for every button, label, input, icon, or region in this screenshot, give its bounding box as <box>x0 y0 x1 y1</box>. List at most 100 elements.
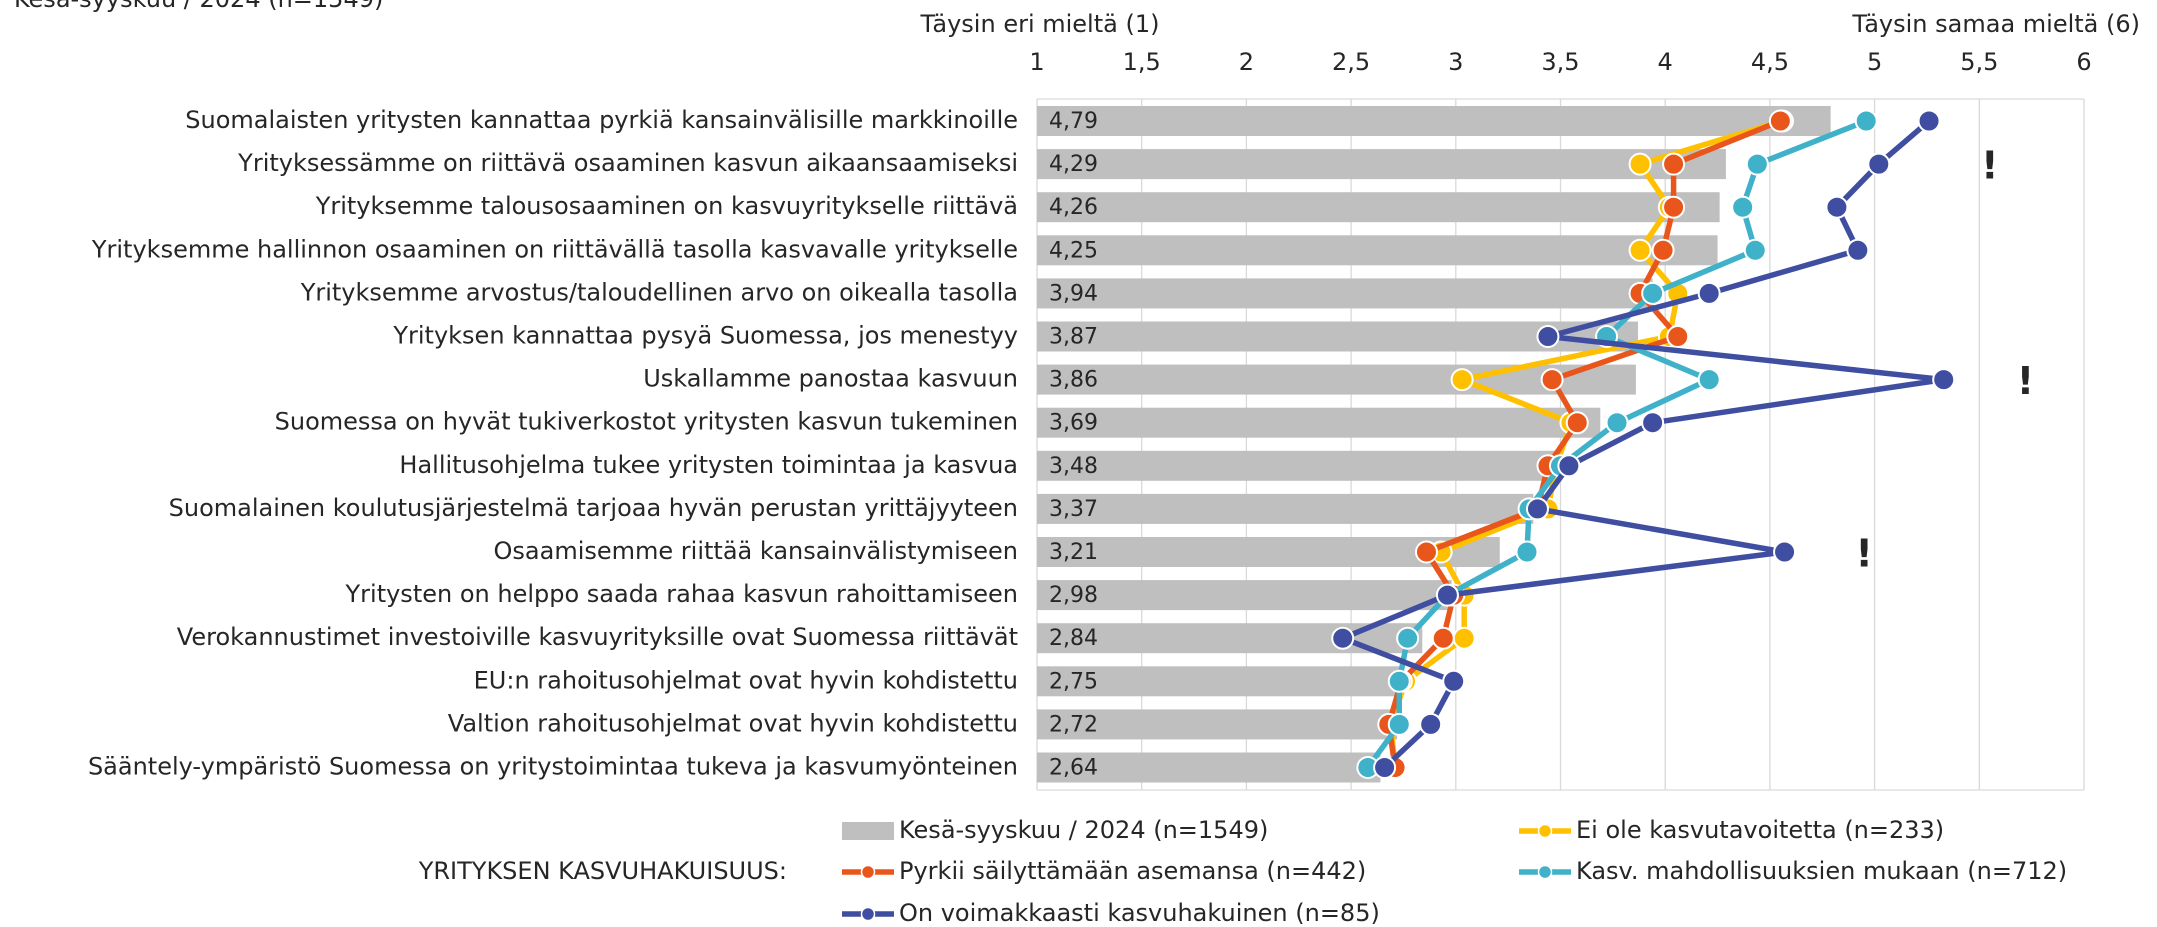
series-marker <box>1662 152 1686 176</box>
data-label: 2,98 <box>1049 583 1098 608</box>
x-tick-label: 2,5 <box>1332 48 1370 76</box>
bar <box>1037 580 1452 611</box>
bar <box>1037 450 1557 481</box>
legend-label: Ei ole kasvutavoitetta (n=233) <box>1576 816 1944 844</box>
legend-label: Pyrkii säilyttämään asemansa (n=442) <box>899 857 1366 885</box>
series-line <box>1339 118 1947 770</box>
annotation: ! <box>1855 532 1872 576</box>
x-tick-label: 3 <box>1448 48 1463 76</box>
category-label: Valtion rahoitusohjelmat ovat hyvin kohd… <box>448 709 1018 737</box>
series-marker <box>1387 712 1411 736</box>
x-tick-label: 2 <box>1239 48 1254 76</box>
legend-swatch <box>860 906 876 922</box>
bar <box>1037 709 1398 740</box>
series-marker <box>1515 540 1539 564</box>
bar <box>1037 752 1381 783</box>
series-marker <box>1431 626 1455 650</box>
series-marker <box>1854 109 1878 133</box>
category-label: Yrityksemme arvostus/taloudellinen arvo … <box>300 278 1018 306</box>
series-marker <box>1557 454 1581 478</box>
category-label: Sääntely-ympäristö Suomessa on yritystoi… <box>88 753 1018 781</box>
legend-label: Kasv. mahdollisuuksien mukaan (n=712) <box>1576 857 2067 885</box>
series-line <box>1386 118 1782 768</box>
series-marker <box>1452 626 1476 650</box>
data-label: 3,94 <box>1049 281 1098 306</box>
bar <box>1037 493 1534 524</box>
data-label: 2,72 <box>1049 712 1098 737</box>
series-marker <box>1641 281 1665 305</box>
series-marker <box>1373 756 1397 779</box>
data-label: 4,25 <box>1049 238 1098 263</box>
data-label: 4,29 <box>1049 152 1098 177</box>
category-label: Uskallamme panostaa kasvuun <box>643 365 1018 393</box>
legend-title: YRITYKSEN KASVUHAKUISUUS: <box>418 857 787 885</box>
bar <box>1037 623 1423 654</box>
series-marker <box>1768 109 1792 133</box>
x-tick-label: 5,5 <box>1960 48 1998 76</box>
category-label: Yrityksessämme on riittävä osaaminen kas… <box>237 149 1018 177</box>
axis-label-left: Täysin eri mieltä (1) <box>920 10 1160 38</box>
bar <box>1037 106 1831 136</box>
legend-swatch <box>860 864 876 880</box>
series-marker <box>1662 195 1686 219</box>
bar <box>1037 666 1404 697</box>
series-marker <box>1745 152 1769 176</box>
bar <box>1037 278 1653 309</box>
category-label: Yrityksen kannattaa pysyä Suomessa, jos … <box>392 322 1018 350</box>
category-label: Hallitusohjelma tukee yritysten toiminta… <box>399 451 1018 479</box>
series-marker <box>1697 368 1721 392</box>
data-label: 3,87 <box>1049 325 1098 350</box>
series-marker <box>1628 152 1652 176</box>
data-label: 3,86 <box>1049 368 1098 393</box>
series-marker <box>1525 497 1549 521</box>
data-label: 3,69 <box>1049 411 1098 436</box>
legend-label: On voimakkaasti kasvuhakuinen (n=85) <box>899 899 1380 927</box>
category-label: Yrityksemme hallinnon osaaminen on riitt… <box>91 235 1018 263</box>
series-marker <box>1867 152 1891 176</box>
legend-label: Kesä-syyskuu / 2024 (n=1549) <box>899 816 1268 844</box>
bar <box>1037 364 1636 395</box>
data-label: 4,79 <box>1049 109 1098 134</box>
series-marker <box>1450 368 1474 392</box>
series-marker <box>1743 238 1767 262</box>
legend-swatch <box>1537 823 1553 839</box>
bar <box>1037 235 1718 266</box>
x-tick-label: 5 <box>1867 48 1882 76</box>
series-marker <box>1540 368 1564 392</box>
category-label: Osaamisemme riittää kansainvälistymiseen <box>494 537 1018 565</box>
data-label: 4,26 <box>1049 195 1098 220</box>
category-label: EU:n rahoitusohjelmat ovat hyvin kohdist… <box>474 666 1018 694</box>
series-marker <box>1697 281 1721 305</box>
annotation: ! <box>1981 144 1998 188</box>
category-label: Verokannustimet investoiville kasvuyrity… <box>177 623 1018 651</box>
series-marker <box>1846 238 1870 262</box>
category-label: Suomessa on hyvät tukiverkostot yrityste… <box>275 408 1018 436</box>
x-tick-label: 4,5 <box>1751 48 1789 76</box>
series-marker <box>1442 669 1466 693</box>
series-marker <box>1917 109 1941 133</box>
x-tick-label: 1 <box>1029 48 1044 76</box>
series-marker <box>1666 325 1690 348</box>
x-tick-label: 6 <box>2076 48 2091 76</box>
category-label: Yritysten on helppo saada rahaa kasvun r… <box>345 580 1019 608</box>
bar <box>1037 407 1601 438</box>
chart-subtitle: Kesä-syyskuu / 2024 (n=1549) <box>14 0 383 13</box>
annotation: ! <box>2017 359 2034 403</box>
bar <box>1037 149 1726 180</box>
data-label: 3,48 <box>1049 454 1098 479</box>
category-label: Suomalaisten yritysten kannattaa pyrkiä … <box>185 106 1018 134</box>
series-marker <box>1605 411 1629 435</box>
series-marker <box>1825 195 1849 219</box>
series-marker <box>1387 669 1411 693</box>
series-marker <box>1435 583 1459 607</box>
series-marker <box>1396 626 1420 650</box>
data-label: 3,21 <box>1049 540 1098 565</box>
x-tick-label: 1,5 <box>1123 48 1161 76</box>
x-tick-label: 4 <box>1658 48 1673 76</box>
series-marker <box>1731 195 1755 219</box>
series-marker <box>1536 325 1560 348</box>
data-label: 3,37 <box>1049 497 1098 522</box>
series-marker <box>1565 411 1589 435</box>
legend-swatch <box>842 822 894 840</box>
